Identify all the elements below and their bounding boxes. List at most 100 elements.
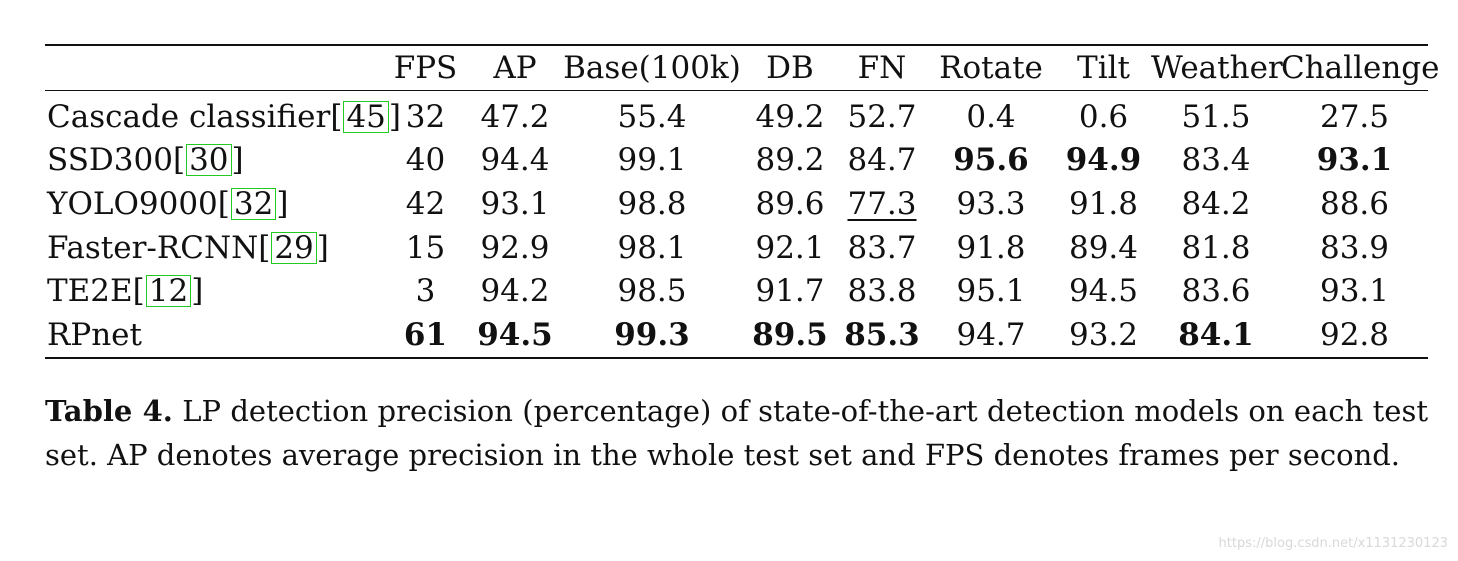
table-cell: 83.4 bbox=[1151, 139, 1281, 183]
cell-value: 85.3 bbox=[844, 316, 920, 353]
table-cell: 98.8 bbox=[562, 182, 742, 226]
table-cell: 94.5 bbox=[468, 313, 562, 358]
cell-value: 49.2 bbox=[755, 98, 825, 135]
model-name-cell: SSD300[30] bbox=[47, 142, 244, 179]
cell-value: 98.1 bbox=[617, 229, 687, 266]
table-cell: 42 bbox=[383, 182, 468, 226]
cell-value: 91.7 bbox=[755, 273, 825, 310]
table-row: RPnet 61 94.5 99.3 89.5 85.3 94.7 93.2 84.1 92.8 bbox=[45, 313, 1428, 358]
cell-value: 40 bbox=[405, 142, 446, 179]
column-header-ap: AP bbox=[493, 50, 537, 86]
table-cell: 83.9 bbox=[1281, 226, 1428, 270]
table-cell: 49.2 bbox=[742, 91, 838, 139]
table-cell: 40 bbox=[383, 139, 468, 183]
table-cell: 98.1 bbox=[562, 226, 742, 270]
cell-value: 84.7 bbox=[847, 142, 917, 179]
table-cell: 84.2 bbox=[1151, 182, 1281, 226]
cell-value: 0.4 bbox=[966, 98, 1016, 135]
column-header-model bbox=[45, 45, 383, 91]
cell-value: 61 bbox=[403, 316, 448, 353]
table-cell: 93.3 bbox=[926, 182, 1056, 226]
cell-value: 94.5 bbox=[477, 316, 553, 353]
citation-link[interactable]: 45 bbox=[343, 100, 389, 133]
table-cell: 93.1 bbox=[1281, 139, 1428, 183]
table-cell: 0.4 bbox=[926, 91, 1056, 139]
watermark: https://blog.csdn.net/x1131230123 bbox=[1218, 536, 1448, 551]
table-cell: 52.7 bbox=[838, 91, 926, 139]
cell-value: 93.3 bbox=[956, 185, 1026, 222]
cell-value: 84.1 bbox=[1178, 316, 1254, 353]
cell-value: 84.2 bbox=[1181, 185, 1251, 222]
cell-value: 91.8 bbox=[1068, 185, 1139, 222]
cell-value: 83.9 bbox=[1319, 229, 1390, 266]
model-name: RPnet bbox=[47, 316, 142, 353]
cell-value: 3 bbox=[415, 273, 436, 310]
table-cell: 91.7 bbox=[742, 269, 838, 313]
table-header-row: FPS AP Base(100k) DB FN Rotate Tilt Weather Chal… bbox=[45, 45, 1440, 91]
cell-value: 92.8 bbox=[1319, 316, 1390, 353]
caption-label: Table 4. bbox=[45, 394, 173, 428]
citation-link[interactable]: 29 bbox=[271, 231, 317, 264]
table-row: YOLO9000[32] 42 93.1 98.8 89.6 77.3 93.3 91.8 84… bbox=[45, 182, 1428, 226]
table-cell: 83.8 bbox=[838, 269, 926, 313]
cell-value: 83.6 bbox=[1181, 273, 1251, 310]
table-cell: 95.1 bbox=[926, 269, 1056, 313]
cell-value: 94.9 bbox=[1065, 142, 1142, 179]
table-cell: 99.1 bbox=[562, 139, 742, 183]
citation-link[interactable]: 30 bbox=[186, 144, 232, 177]
cell-value: 42 bbox=[405, 185, 446, 222]
cell-value: 94.5 bbox=[1068, 273, 1139, 310]
cell-value: 89.5 bbox=[752, 316, 828, 353]
model-name: TE2E bbox=[47, 273, 133, 310]
citation-link[interactable]: 32 bbox=[230, 187, 277, 220]
table-cell: 85.3 bbox=[838, 313, 926, 358]
citation-link[interactable]: 12 bbox=[145, 275, 192, 308]
table-cell: 94.2 bbox=[468, 269, 562, 313]
cell-value: 99.1 bbox=[617, 142, 687, 179]
table-cell: 93.1 bbox=[1281, 269, 1428, 313]
column-header-fn: FN bbox=[857, 50, 907, 86]
cell-value: 92.1 bbox=[755, 229, 825, 266]
cell-value: 92.9 bbox=[480, 229, 550, 266]
table-cell: 15 bbox=[383, 226, 468, 270]
table-row: Faster-RCNN[29] 15 92.9 98.1 92.1 83.7 91.8 89.… bbox=[45, 226, 1428, 270]
model-name: Faster-RCNN bbox=[47, 229, 259, 266]
model-name-cell: Faster-RCNN[29] bbox=[47, 229, 329, 266]
table-cell: 89.4 bbox=[1056, 226, 1151, 270]
cell-value: 93.1 bbox=[1316, 142, 1393, 179]
cell-value: 98.8 bbox=[617, 185, 687, 222]
cell-value: 0.6 bbox=[1078, 98, 1129, 135]
table-cell: 93.2 bbox=[1056, 313, 1151, 358]
table-body: Cascade classifier[45] 32 47.2 55.4 49.2 52.7… bbox=[45, 91, 1428, 358]
results-table: FPS AP Base(100k) DB FN Rotate Tilt Weather Chal… bbox=[45, 44, 1440, 359]
table-cell: 61 bbox=[383, 313, 468, 358]
column-header-weather: Weather bbox=[1151, 50, 1283, 86]
cell-value: 94.2 bbox=[480, 273, 550, 310]
cell-value: 89.2 bbox=[755, 142, 825, 179]
table-cell: 47.2 bbox=[468, 91, 562, 139]
cell-value: 15 bbox=[405, 229, 446, 266]
table-cell: 92.9 bbox=[468, 226, 562, 270]
cell-value: 89.4 bbox=[1068, 229, 1139, 266]
cell-value: 32 bbox=[405, 98, 446, 135]
table-cell: 94.4 bbox=[468, 139, 562, 183]
cell-value: 93.1 bbox=[1319, 273, 1390, 310]
column-header-fps: FPS bbox=[393, 50, 458, 86]
table-row: SSD300[30] 40 94.4 99.1 89.2 84.7 95.6 94.9 83.4… bbox=[45, 139, 1428, 183]
table-cell: 93.1 bbox=[468, 182, 562, 226]
table-cell: 94.7 bbox=[926, 313, 1056, 358]
cell-value: 93.1 bbox=[480, 185, 550, 222]
model-name: SSD300 bbox=[47, 142, 173, 179]
column-header-challenge: Challenge bbox=[1281, 50, 1440, 86]
table-cell: 27.5 bbox=[1281, 91, 1428, 139]
cell-value: 94.7 bbox=[956, 316, 1026, 353]
cell-value: 95.6 bbox=[953, 142, 1029, 179]
cell-value: 83.8 bbox=[847, 273, 917, 310]
model-name: YOLO9000 bbox=[47, 185, 218, 222]
cell-value: 52.7 bbox=[847, 98, 917, 135]
model-name-cell: Cascade classifier[45] bbox=[47, 98, 402, 135]
cell-value: 81.8 bbox=[1181, 229, 1251, 266]
cell-value: 93.2 bbox=[1068, 316, 1139, 353]
table-cell: 83.6 bbox=[1151, 269, 1281, 313]
table-cell: 92.1 bbox=[742, 226, 838, 270]
